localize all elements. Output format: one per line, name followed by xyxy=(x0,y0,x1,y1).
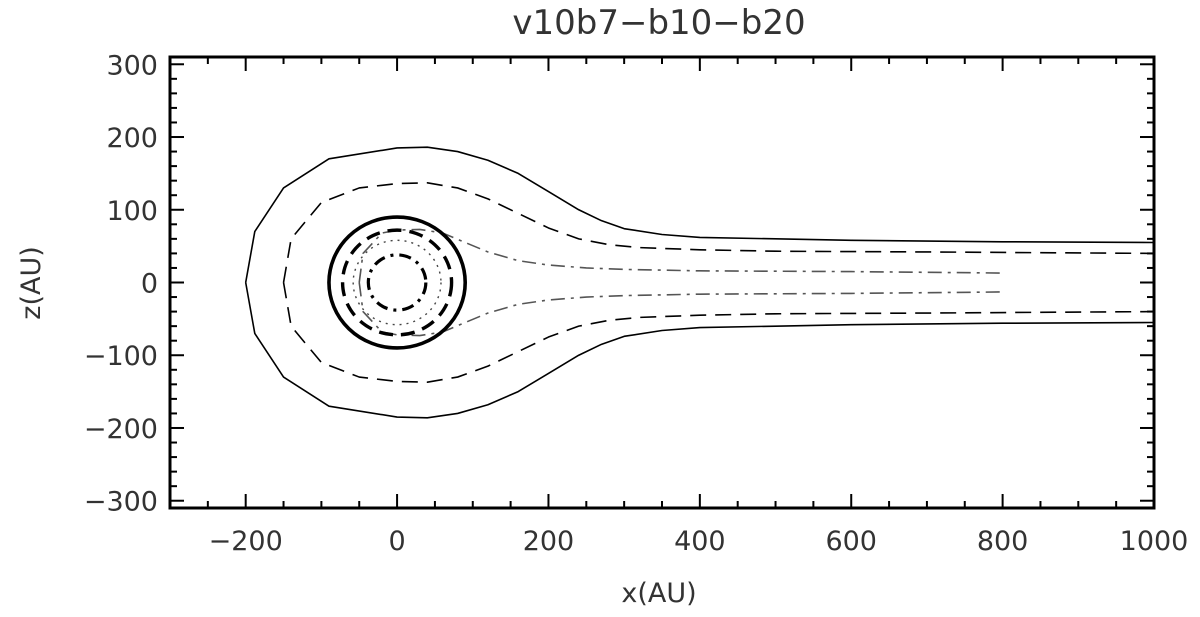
x-tick-label: 200 xyxy=(523,526,575,557)
series-2-dashdot-upper xyxy=(358,228,1003,283)
series-6-dotted-circle xyxy=(352,239,442,326)
series-0-solid-lower xyxy=(244,282,1155,419)
x-tick-label: 0 xyxy=(388,526,405,557)
x-tick-label: 400 xyxy=(674,526,726,557)
plot-area xyxy=(168,55,1156,510)
y-tick-label: −300 xyxy=(84,487,158,518)
x-tick-label: −200 xyxy=(209,526,283,557)
chart-title: v10b7−b10−b20 xyxy=(512,3,805,43)
x-tick-label: 1000 xyxy=(1120,526,1189,557)
series-5-thick-dashdot-circle xyxy=(366,253,428,312)
x-tick-label: 800 xyxy=(977,526,1029,557)
y-axis-label: z(AU) xyxy=(16,246,47,319)
y-tick-label: 300 xyxy=(106,50,158,81)
x-tick-labels: −200 0 200 400 600 800 1000 xyxy=(209,526,1189,557)
series-4-thick-dashed-circle xyxy=(340,228,454,337)
plot-frame xyxy=(168,55,1156,510)
y-tick-label: 100 xyxy=(106,196,158,227)
y-tick-labels: 300 200 100 0 −100 −200 −300 xyxy=(84,50,158,517)
y-tick-label: −200 xyxy=(84,414,158,445)
x-tick-label: 600 xyxy=(825,526,877,557)
y-tick-label: 200 xyxy=(106,123,158,154)
series-2-dashdot-lower xyxy=(358,282,1003,337)
series-1-dashed-upper xyxy=(282,182,1155,283)
series-3-thick-solid-circle xyxy=(327,215,468,350)
y-tick-label: 0 xyxy=(141,269,158,300)
series-0-solid-upper xyxy=(244,146,1155,283)
y-tick-label: −100 xyxy=(84,341,158,372)
x-axis-label: x(AU) xyxy=(621,578,696,609)
series-1-dashed-lower xyxy=(282,282,1155,383)
